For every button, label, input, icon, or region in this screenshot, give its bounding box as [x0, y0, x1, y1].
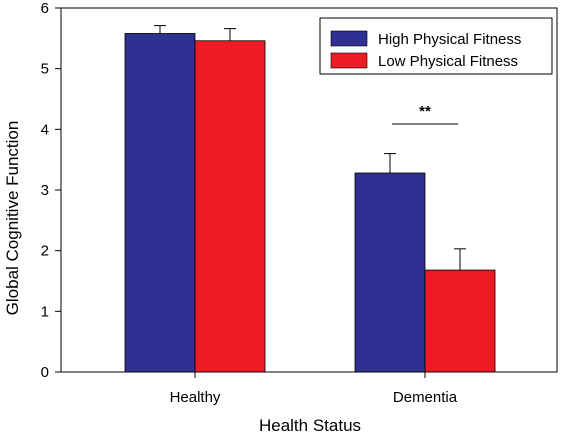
y-tick-label: 6 [41, 0, 49, 17]
bar-high-dementia [354, 172, 426, 373]
y-tick-label: 1 [41, 303, 49, 320]
legend: High Physical Fitness Low Physical Fitne… [319, 17, 553, 75]
bar-high-healthy [124, 33, 196, 373]
bars-group [124, 33, 496, 373]
y-tick-label: 4 [41, 121, 49, 138]
y-tick-label: 5 [41, 61, 49, 78]
legend-label-low: Low Physical Fitness [378, 53, 518, 70]
y-tick-label: 0 [41, 364, 49, 381]
y-tick-label: 3 [41, 182, 49, 199]
x-axis-title: Health Status [259, 416, 361, 435]
significance-annotation: ** [392, 103, 458, 125]
x-tick-label: Healthy [170, 389, 221, 406]
y-axis-title: Global Cognitive Function [3, 121, 22, 316]
significance-marker: ** [419, 103, 431, 120]
axes-group: 0 1 2 3 4 5 6 Healthy Dementia [41, 0, 458, 406]
legend-label-high: High Physical Fitness [378, 31, 521, 48]
error-bars-group [154, 25, 466, 271]
y-tick-label: 2 [41, 243, 49, 260]
legend-swatch-high [330, 30, 368, 47]
x-tick-label: Dementia [393, 389, 458, 406]
bar-low-healthy [194, 40, 266, 373]
bar-low-dementia [424, 269, 496, 373]
legend-swatch-low [330, 52, 368, 69]
